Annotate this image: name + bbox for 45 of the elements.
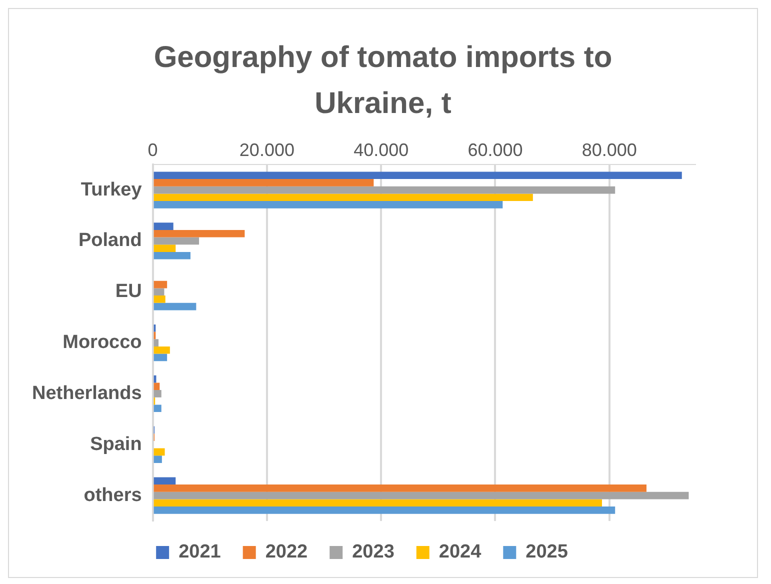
bar: [154, 179, 374, 186]
legend-label: 2024: [438, 542, 482, 563]
bar: [154, 492, 689, 500]
x-tick-label: 80.000: [582, 140, 637, 160]
bar: [154, 477, 176, 485]
bar: [154, 252, 190, 260]
chart-title: Geography of tomato imports to Ukraine, t: [152, 40, 614, 122]
bar: [154, 456, 162, 463]
bar: [154, 302, 196, 310]
bar: [154, 506, 616, 514]
legend-label: 2025: [526, 542, 568, 563]
x-tick-label: 40.000: [354, 140, 409, 160]
bar: [154, 172, 682, 180]
bar: [154, 222, 174, 230]
bar: [154, 339, 159, 346]
bar: [154, 244, 176, 252]
y-tick-label: Poland: [78, 230, 142, 252]
bar: [154, 346, 170, 354]
bar: [154, 390, 162, 398]
legend-label: 2021: [178, 542, 222, 563]
bar: [154, 404, 162, 412]
bar: [154, 354, 168, 362]
bar: [154, 484, 646, 492]
y-tick-label: others: [84, 484, 142, 506]
x-tick-label: 60.000: [468, 140, 523, 160]
y-tick-label: EU: [115, 281, 142, 302]
legend-label: 2023: [352, 542, 394, 563]
y-tick-label: Turkey: [80, 179, 142, 200]
bar: [154, 296, 166, 303]
bar: [154, 237, 200, 245]
y-tick-label: Netherlands: [32, 382, 142, 404]
bar: [154, 382, 160, 390]
x-tick-label: 0: [148, 140, 158, 160]
bar: [154, 186, 616, 194]
y-tick-label: Spain: [90, 434, 142, 455]
bar: [154, 201, 503, 208]
bar: [154, 499, 602, 507]
legend-label: 2022: [265, 542, 308, 563]
y-tick-label: Morocco: [62, 332, 142, 354]
x-tick-label: 20.000: [239, 140, 294, 160]
bar: [154, 194, 533, 202]
bar: [154, 230, 245, 238]
bar: [154, 448, 165, 456]
bar: [154, 288, 164, 296]
bar: [154, 280, 168, 288]
